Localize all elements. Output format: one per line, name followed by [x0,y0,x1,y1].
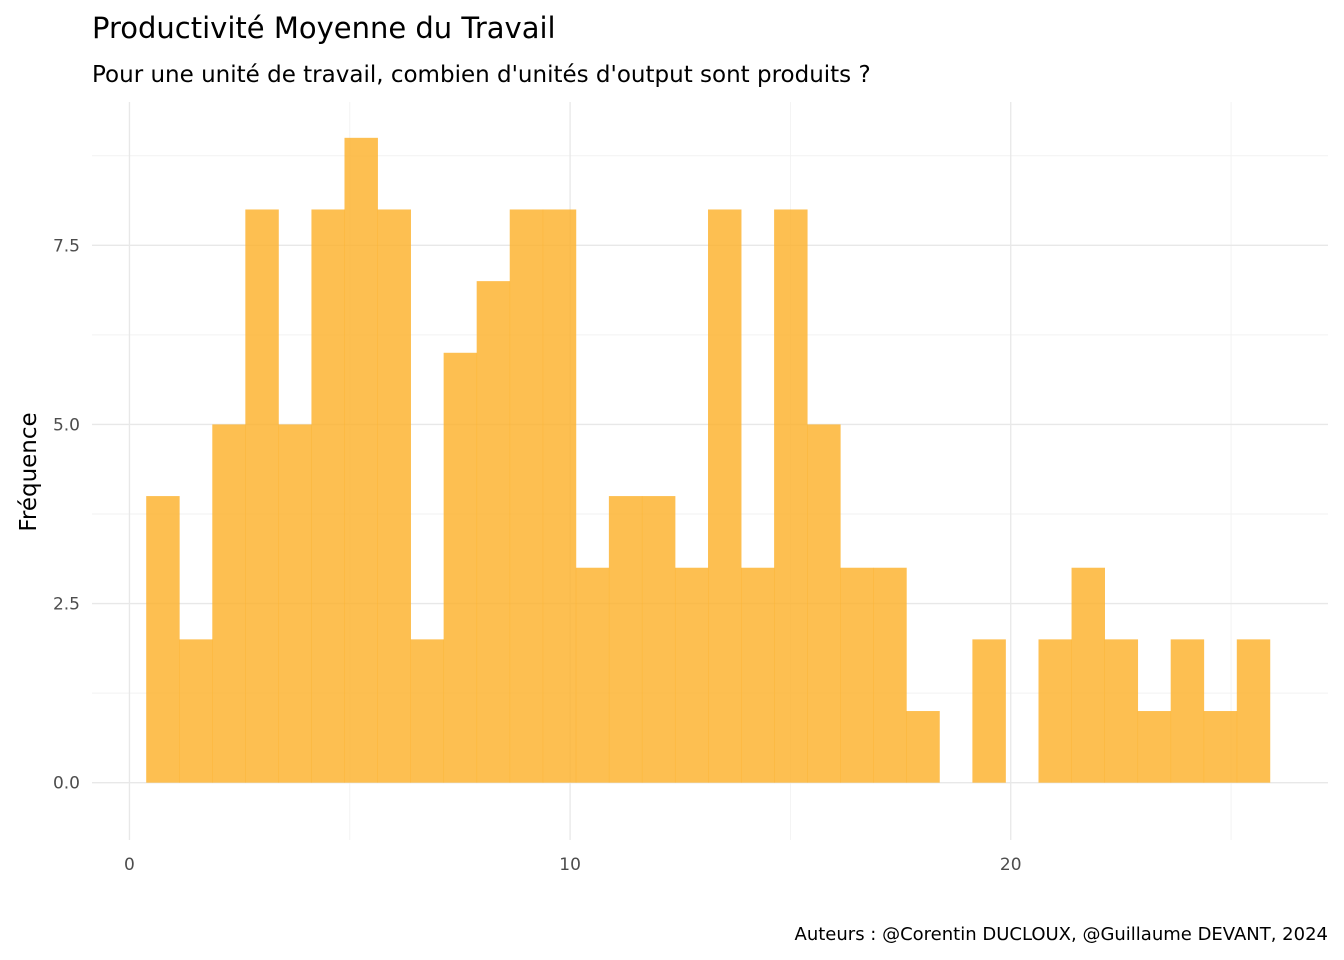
chart-subtitle: Pour une unité de travail, combien d'uni… [92,62,871,88]
histogram-bar [278,424,312,783]
x-tick-label: 0 [124,855,135,875]
histogram-bar [509,209,544,783]
y-axis-ticks: 0.0 2.5 5.0 7.5 [53,236,80,793]
histogram-bar [972,639,1006,783]
histogram-bar [1038,639,1072,783]
histogram-bar [906,711,940,783]
y-tick-label: 5.0 [53,415,80,435]
histogram-bar [840,567,874,783]
x-axis-ticks: 0 10 20 [124,855,1022,875]
histogram-bar [344,137,378,783]
histogram-bar [179,639,213,783]
histogram-bar [674,567,709,783]
chart-caption: Auteurs : @Corentin DUCLOUX, @Guillaume … [795,924,1328,945]
histogram-bar [774,209,808,783]
chart-title: Productivité Moyenne du Travail [92,11,556,45]
histogram-bar [212,424,246,783]
histogram-bar [807,424,841,783]
histogram-bar [641,496,676,783]
y-tick-label: 2.5 [53,595,80,615]
histogram-bar [146,496,180,783]
histogram-bar [377,209,411,783]
histogram-bar [575,567,610,783]
histogram-bar [1104,639,1139,783]
histogram-bar [1236,639,1271,783]
histogram-bar [443,352,478,783]
histogram-bar [1137,711,1172,783]
histogram-bar [1071,567,1105,783]
histogram-bar [542,209,577,783]
y-tick-label: 0.0 [53,774,80,794]
y-tick-label: 7.5 [53,236,80,256]
histogram-bar [608,496,643,783]
histogram-bar [873,567,907,783]
histogram-bar [741,567,775,783]
histogram-bar [708,209,742,783]
histogram-bar [311,209,345,783]
x-tick-label: 10 [559,855,581,875]
histogram-bar [1170,639,1205,783]
histogram-bar [410,639,445,783]
bars [146,137,1271,783]
x-tick-label: 20 [1000,855,1022,875]
histogram-bar [245,209,279,783]
y-axis-label: Fréquence [16,412,42,531]
histogram-bar [476,281,511,783]
histogram-bar [1203,711,1238,783]
